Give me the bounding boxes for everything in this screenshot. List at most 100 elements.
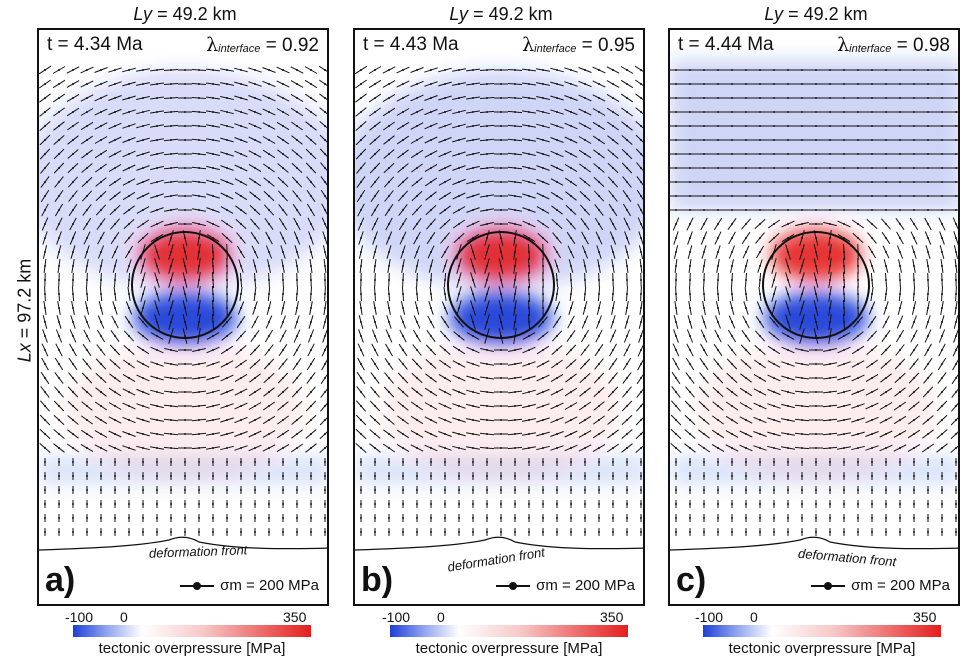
stress-vector-dot [815, 321, 817, 323]
stress-vector-dot [899, 265, 901, 267]
stress-vector-dot [514, 237, 516, 239]
stress-vector-dot [156, 307, 158, 309]
stress-vector-dot [86, 139, 88, 141]
stress-vector-dot [640, 111, 642, 113]
stress-vector-dot [773, 167, 775, 169]
stress-vector-dot [282, 251, 284, 253]
stress-vector-dot [871, 265, 873, 267]
stress-vector-dot [570, 125, 572, 127]
stress-vector-dot [556, 265, 558, 267]
stress-vector-dot [787, 489, 789, 491]
stress-vector-dot [402, 251, 404, 253]
stress-vector-dot [184, 223, 186, 225]
stress-vector-dot [72, 167, 74, 169]
stress-vector-dot [254, 349, 256, 351]
stress-vector-dot [626, 209, 628, 211]
stress-vector-dot [913, 489, 915, 491]
stress-vector-dot [114, 153, 116, 155]
stress-vector-dot [296, 503, 298, 505]
stress-vector-dot [885, 251, 887, 253]
stress-vector-dot [843, 111, 845, 113]
stress-vector-dot [402, 307, 404, 309]
stress-vector-dot [72, 279, 74, 281]
stress-vector-dot [556, 433, 558, 435]
stress-vector-dot [626, 153, 628, 155]
stress-vector-dot [927, 447, 929, 449]
stress-vector-dot [759, 503, 761, 505]
stress-vector-dot [128, 153, 130, 155]
stress-vector-dot [885, 209, 887, 211]
stress-vector-dot [296, 391, 298, 393]
stress-vector-dot [254, 363, 256, 365]
stress-vector-dot [542, 223, 544, 225]
stress-vector-dot [44, 349, 46, 351]
stress-vector-dot [100, 83, 102, 85]
stress-vector-dot [388, 223, 390, 225]
stress-vector-dot [899, 167, 901, 169]
stress-vector-dot [703, 167, 705, 169]
stress-vector-dot [268, 83, 270, 85]
stress-vector-dot [815, 405, 817, 407]
stress-vector-dot [731, 503, 733, 505]
stress-vector-dot [717, 363, 719, 365]
stress-vector-dot [444, 223, 446, 225]
stress-vector-dot [675, 279, 677, 281]
stress-vector-dot [142, 293, 144, 295]
stress-vector-dot [717, 223, 719, 225]
stress-vector-dot [640, 363, 642, 365]
stress-vector-dot [374, 475, 376, 477]
stress-vector-dot [787, 209, 789, 211]
stress-vector-dot [514, 181, 516, 183]
stress-vector-dot [402, 447, 404, 449]
stress-vector-dot [114, 391, 116, 393]
stress-vector-dot [142, 69, 144, 71]
stress-vector-dot [941, 167, 943, 169]
stress-vector-dot [240, 321, 242, 323]
stress-vector-dot [773, 433, 775, 435]
stress-vector-dot [556, 139, 558, 141]
stress-vector-dot [745, 447, 747, 449]
stress-vector-dot [310, 97, 312, 99]
stress-vector-dot [472, 307, 474, 309]
stress-vector-dot [86, 377, 88, 379]
stress-vector-dot [156, 503, 158, 505]
stress-vector-dot [801, 503, 803, 505]
stress-vector-dot [156, 461, 158, 463]
stress-vector-dot [44, 195, 46, 197]
stress-vector-dot [556, 447, 558, 449]
stress-vector-dot [801, 167, 803, 169]
stress-vector-dot [170, 209, 172, 211]
stress-vector-dot [240, 251, 242, 253]
stress-vector-dot [773, 153, 775, 155]
stress-vector-dot [885, 195, 887, 197]
stress-vector-dot [86, 475, 88, 477]
stress-vector-dot [296, 517, 298, 519]
stress-vector-dot [416, 419, 418, 421]
stress-vector-dot [689, 167, 691, 169]
stress-vector-dot [402, 461, 404, 463]
stress-vector-dot [885, 111, 887, 113]
stress-vector-dot [128, 461, 130, 463]
stress-vector-dot [542, 307, 544, 309]
stress-vector-dot [773, 223, 775, 225]
stress-vector-dot [570, 69, 572, 71]
stress-vector-dot [528, 349, 530, 351]
stress-vector-dot [598, 475, 600, 477]
stress-vector-dot [58, 251, 60, 253]
stress-vector-dot [156, 293, 158, 295]
stress-vector-dot [703, 489, 705, 491]
stress-vector-dot [268, 405, 270, 407]
stress-vector-dot [612, 265, 614, 267]
stress-vector-dot [198, 377, 200, 379]
stress-vector-dot [86, 419, 88, 421]
stress-vector-dot [458, 153, 460, 155]
stress-vector-dot [675, 69, 677, 71]
stress-vector-dot [731, 349, 733, 351]
stress-vector-dot [360, 349, 362, 351]
stress-vector-dot [612, 447, 614, 449]
stress-vector-dot [703, 307, 705, 309]
stress-vector-dot [899, 461, 901, 463]
stress-vector-dot [815, 307, 817, 309]
stress-vector-dot [598, 167, 600, 169]
stress-vector-dot [170, 503, 172, 505]
